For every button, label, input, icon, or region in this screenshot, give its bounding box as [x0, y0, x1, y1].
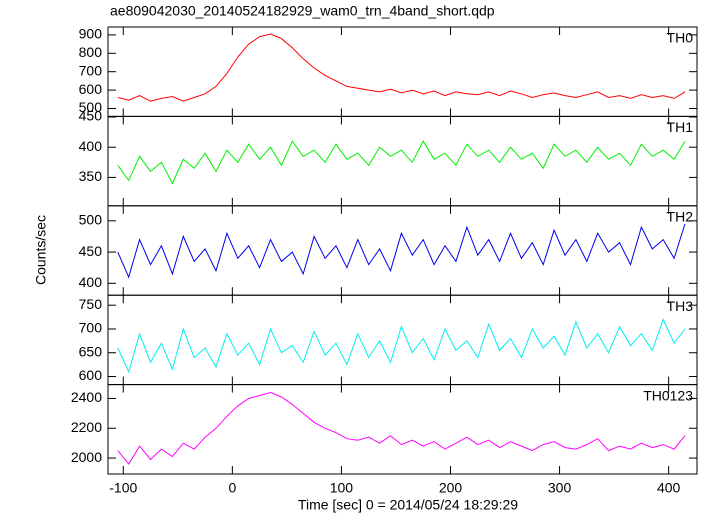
y-tick-label: 400: [79, 274, 103, 290]
y-tick-label: 600: [79, 81, 103, 97]
y-tick-label: 400: [79, 138, 103, 154]
y-axis-label: Counts/sec: [33, 215, 49, 285]
panel-label: TH0: [667, 30, 694, 46]
chart-title: ae809042030_20140524182929_wam0_trn_4ban…: [110, 3, 495, 19]
panel-label: TH1: [667, 119, 694, 135]
y-tick-label: 750: [79, 296, 103, 312]
y-tick-label: 500: [79, 99, 103, 115]
data-line: [117, 318, 686, 374]
y-tick-label: 2000: [71, 449, 102, 465]
y-tick-label: 450: [79, 243, 103, 259]
data-line: [117, 140, 686, 185]
panel-label: TH0123: [643, 387, 693, 403]
y-tick-label: 500: [79, 212, 103, 228]
y-tick-label: 800: [79, 44, 103, 60]
panel-frame: [107, 294, 698, 386]
x-tick-label: 0: [228, 480, 236, 496]
panel-frame: [107, 115, 698, 207]
x-tick-label: 300: [548, 480, 572, 496]
panel-frame: [107, 205, 698, 296]
data-line: [117, 33, 686, 102]
x-tick-label: 200: [439, 480, 463, 496]
x-axis-label: Time [sec] 0 = 2014/05/24 18:29:29: [298, 497, 518, 513]
y-tick-label: 600: [79, 367, 103, 383]
panel-frame: [107, 26, 698, 117]
data-line: [117, 223, 686, 279]
y-tick-label: 2400: [71, 389, 102, 405]
y-tick-label: 700: [79, 62, 103, 78]
y-tick-label: 650: [79, 343, 103, 359]
panel-label: TH2: [667, 209, 694, 225]
y-tick-label: 450: [79, 108, 103, 124]
panel-label: TH3: [667, 298, 694, 314]
y-tick-label: 900: [79, 26, 103, 42]
x-tick-label: -100: [109, 480, 137, 496]
y-tick-label: 350: [79, 168, 103, 184]
data-line: [117, 391, 686, 465]
y-tick-label: 2200: [71, 419, 102, 435]
panel-frame: [107, 384, 698, 475]
x-tick-label: 100: [330, 480, 354, 496]
y-tick-label: 700: [79, 320, 103, 336]
x-tick-label: 400: [657, 480, 681, 496]
